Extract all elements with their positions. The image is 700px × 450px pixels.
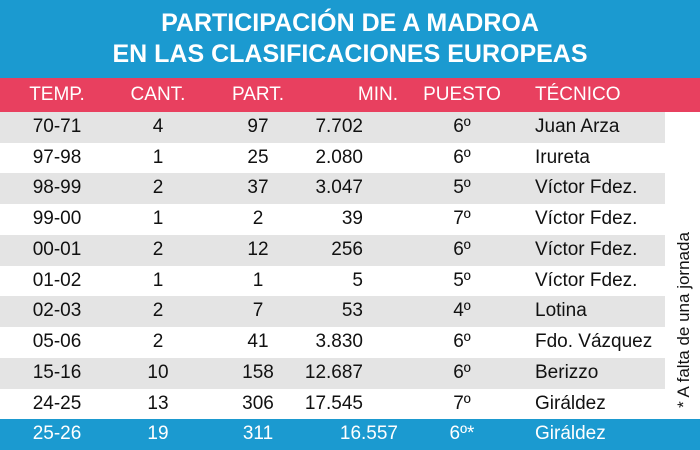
table-cell: 2 bbox=[152, 300, 164, 322]
table-cell: 4º bbox=[453, 300, 471, 322]
table-row: 15-16 10 158 12.687 6º Berizzo bbox=[0, 357, 665, 389]
table-cell: 25 bbox=[247, 146, 269, 168]
table-cell: 5º bbox=[453, 177, 471, 199]
table-cell: 5 bbox=[352, 269, 363, 291]
table-cell: Víctor Fdez. bbox=[535, 238, 638, 260]
table-cell: 6º bbox=[453, 331, 471, 353]
table-cell: 41 bbox=[247, 331, 269, 353]
table-cell: 05-06 bbox=[32, 331, 82, 353]
table-cell: 39 bbox=[341, 208, 363, 230]
table-cell: 97-98 bbox=[32, 146, 82, 168]
table-cell: 2 bbox=[152, 177, 164, 199]
table-cell: 1 bbox=[152, 208, 164, 230]
table-cell: 37 bbox=[247, 177, 269, 199]
table-cell: 15-16 bbox=[32, 361, 82, 383]
table-cell: 25-26 bbox=[32, 423, 82, 445]
column-header: PUESTO bbox=[423, 84, 501, 105]
table-cell: Giráldez bbox=[535, 423, 606, 445]
header-row: TEMP. CANT. PART. MIN. PUESTO TÉCNICO bbox=[0, 78, 700, 112]
table-cell: 158 bbox=[242, 361, 274, 383]
table-cell: 2 bbox=[252, 208, 264, 230]
table-cell: 2 bbox=[152, 238, 164, 260]
table-row: 00-01 2 12 256 6º Víctor Fdez. bbox=[0, 234, 665, 266]
table-row: 97-98 1 25 2.080 6º Irureta bbox=[0, 142, 665, 174]
table-cell: 16.557 bbox=[339, 423, 398, 445]
table-cell: 70-71 bbox=[32, 116, 82, 137]
table-cell: 7.702 bbox=[315, 116, 363, 137]
table-cell: Víctor Fdez. bbox=[535, 208, 638, 230]
table-cell: Lotina bbox=[535, 300, 587, 322]
title: PARTICIPACIÓN DE A MADROA EN LAS CLASIFI… bbox=[0, 0, 700, 78]
table-cell: 3.830 bbox=[315, 331, 363, 353]
table-cell: 7 bbox=[252, 300, 264, 322]
table-cell: 99-00 bbox=[32, 208, 82, 230]
table-row: 02-03 2 7 53 4º Lotina bbox=[0, 296, 665, 328]
table-row: 99-00 1 2 39 7º Víctor Fdez. bbox=[0, 204, 665, 235]
table-cell: 6º bbox=[453, 116, 471, 137]
column-header: CANT. bbox=[130, 84, 186, 105]
table-cell: 02-03 bbox=[32, 300, 82, 322]
table-cell: 13 bbox=[147, 392, 169, 414]
table-cell: Juan Arza bbox=[535, 116, 620, 137]
table-cell: Giráldez bbox=[535, 392, 606, 414]
table-cell: 7º bbox=[453, 208, 471, 230]
table-cell: 306 bbox=[242, 392, 274, 414]
table-cell: 17.545 bbox=[304, 392, 363, 414]
table-cell: 97 bbox=[247, 116, 269, 137]
table-row: 01-02 1 1 5 5º Víctor Fdez. bbox=[0, 265, 665, 297]
table-cell: 3.047 bbox=[315, 177, 363, 199]
table-cell: 6º bbox=[453, 361, 471, 383]
column-header: MIN. bbox=[357, 84, 398, 105]
table-cell: 01-02 bbox=[32, 269, 82, 291]
table-cell: 00-01 bbox=[32, 238, 82, 260]
table-cell: 98-99 bbox=[32, 177, 82, 199]
column-header: TÉCNICO bbox=[535, 84, 621, 105]
table-cell: 2 bbox=[152, 331, 164, 353]
table-cell: 6º bbox=[453, 238, 471, 260]
table-cell: 12.687 bbox=[304, 361, 363, 383]
footnote: * A falta de una jornada bbox=[674, 232, 693, 408]
table-cell: 12 bbox=[247, 238, 269, 260]
table-cell: 6º* bbox=[449, 423, 475, 445]
column-header: TEMP. bbox=[29, 84, 85, 105]
table-cell: Irureta bbox=[535, 146, 590, 168]
table-cell: 4 bbox=[152, 116, 164, 137]
table-cell: Fdo. Vázquez bbox=[535, 331, 653, 353]
table-cell: Víctor Fdez. bbox=[535, 269, 638, 291]
table-cell: 311 bbox=[242, 423, 274, 445]
table-cell: 2.080 bbox=[315, 146, 363, 168]
table-cell: 1 bbox=[152, 269, 164, 291]
table-row: 98-99 2 37 3.047 5º Víctor Fdez. bbox=[0, 173, 665, 205]
table-cell: 1 bbox=[252, 269, 264, 291]
title-line: PARTICIPACIÓN DE A MADROA bbox=[161, 9, 539, 37]
table-cell: 256 bbox=[331, 238, 363, 260]
table-row: 05-06 2 41 3.830 6º Fdo. Vázquez bbox=[0, 327, 665, 358]
table-row: 70-71 4 97 7.702 6º Juan Arza bbox=[0, 112, 665, 143]
table-cell: 7º bbox=[453, 392, 471, 414]
table-cell: 24-25 bbox=[32, 392, 82, 414]
table-cell: 19 bbox=[147, 423, 169, 445]
title-line: EN LAS CLASIFICACIONES EUROPEAS bbox=[112, 40, 588, 68]
table-row: 25-26 19 311 16.557 6º* Giráldez bbox=[0, 419, 700, 450]
column-header: PART. bbox=[231, 84, 285, 105]
table-cell: 6º bbox=[453, 146, 471, 168]
table-cell: 5º bbox=[453, 269, 471, 291]
table-row: 24-25 13 306 17.545 7º Giráldez bbox=[0, 388, 665, 420]
table-cell: Berizzo bbox=[535, 361, 599, 383]
table-cell: 1 bbox=[152, 146, 164, 168]
table-cell: 10 bbox=[147, 361, 169, 383]
table-cell: 53 bbox=[341, 300, 363, 322]
table-cell: Víctor Fdez. bbox=[535, 177, 638, 199]
